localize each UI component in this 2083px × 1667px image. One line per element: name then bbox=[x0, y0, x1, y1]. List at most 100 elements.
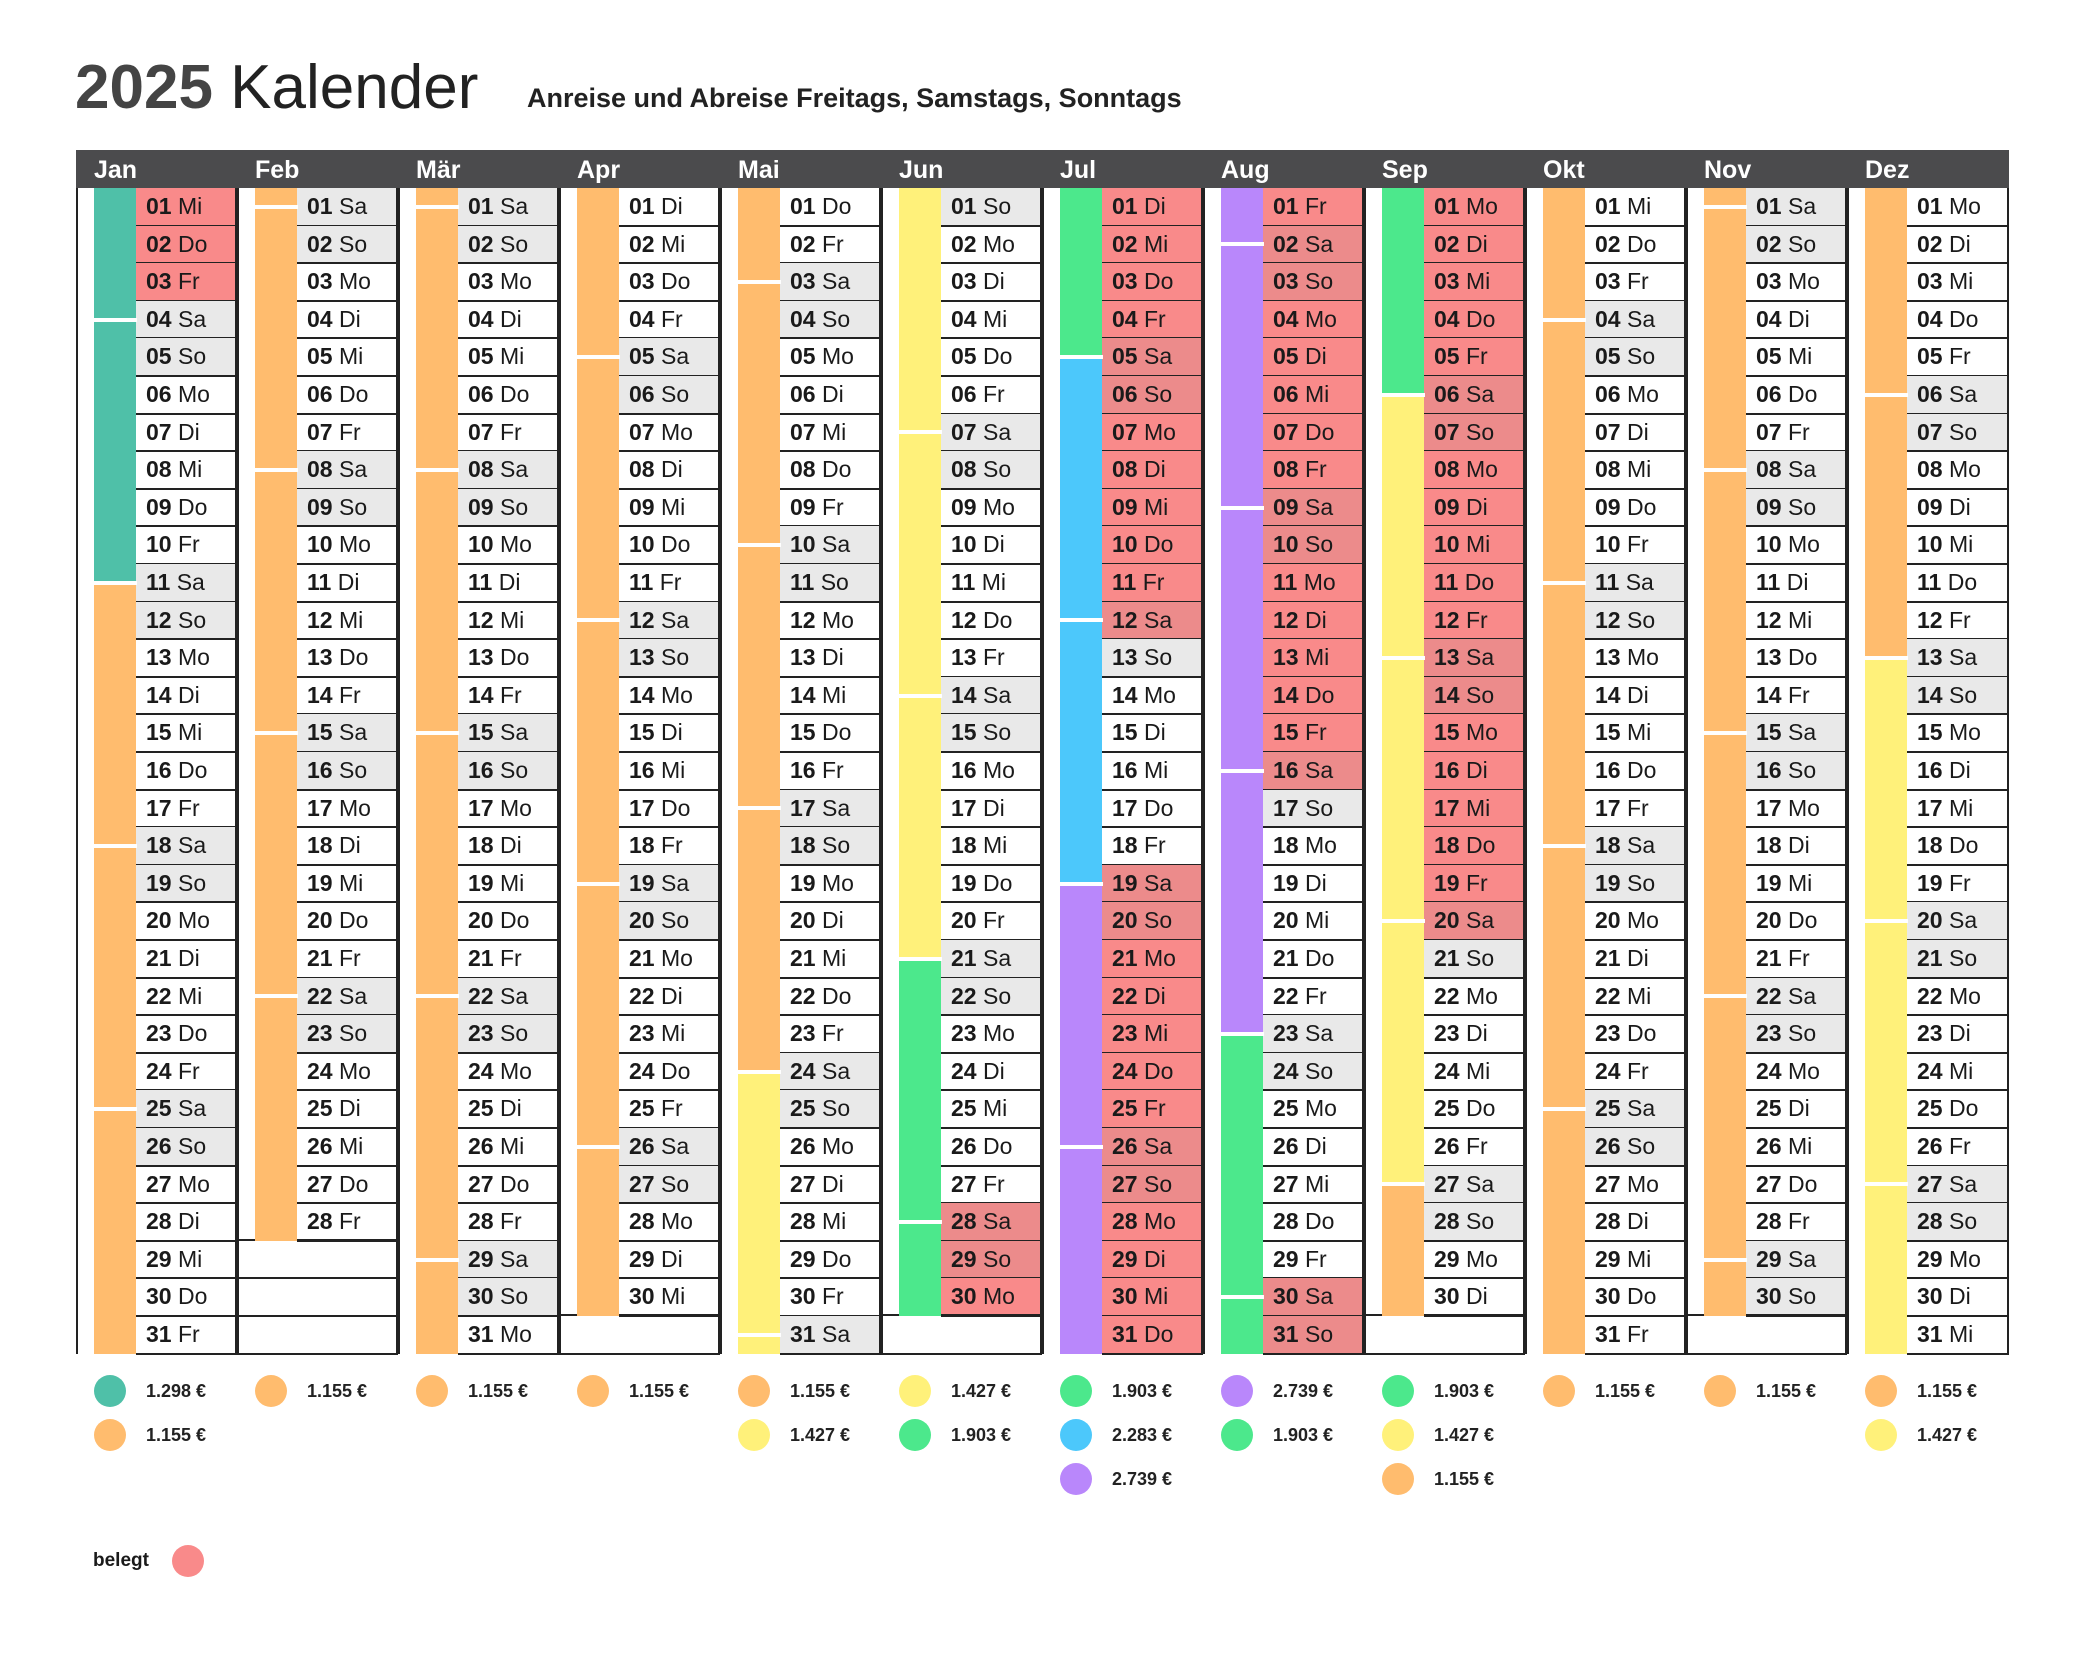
day-label[interactable]: 21 Fr bbox=[307, 940, 361, 977]
day-label[interactable]: 01 Fr bbox=[1273, 188, 1327, 225]
day-label[interactable]: 01 Mi bbox=[1595, 188, 1651, 225]
day-label[interactable]: 28 Do bbox=[1273, 1203, 1334, 1240]
day-label[interactable]: 09 Di bbox=[1917, 489, 1971, 526]
day-label[interactable]: 12 So bbox=[1595, 602, 1655, 639]
day-label[interactable]: 09 So bbox=[1756, 489, 1816, 526]
day-label[interactable]: 18 Fr bbox=[629, 827, 683, 864]
day-label[interactable]: 20 So bbox=[629, 902, 689, 939]
day-label[interactable]: 15 Mo bbox=[1917, 714, 1981, 751]
day-label[interactable]: 02 Fr bbox=[790, 226, 844, 263]
day-label[interactable]: 06 Do bbox=[1756, 376, 1817, 413]
day-label[interactable]: 22 Sa bbox=[468, 978, 528, 1015]
day-label[interactable]: 23 Fr bbox=[790, 1015, 844, 1052]
day-label[interactable]: 22 Di bbox=[629, 978, 683, 1015]
day-label[interactable]: 28 Di bbox=[146, 1203, 200, 1240]
day-label[interactable]: 25 So bbox=[790, 1090, 850, 1127]
day-label[interactable]: 05 Mi bbox=[1756, 338, 1812, 375]
day-label[interactable]: 05 Mi bbox=[307, 338, 363, 375]
day-label[interactable]: 01 Do bbox=[790, 188, 851, 225]
day-label[interactable]: 13 Fr bbox=[951, 639, 1005, 676]
day-label[interactable]: 07 Di bbox=[1595, 414, 1649, 451]
day-label[interactable]: 14 So bbox=[1434, 677, 1494, 714]
day-label[interactable]: 28 Mo bbox=[1112, 1203, 1176, 1240]
day-label[interactable]: 06 Do bbox=[307, 376, 368, 413]
day-label[interactable]: 02 So bbox=[468, 226, 528, 263]
day-label[interactable]: 19 Sa bbox=[1112, 865, 1172, 902]
day-label[interactable]: 17 Mo bbox=[307, 790, 371, 827]
day-label[interactable]: 24 Mo bbox=[468, 1053, 532, 1090]
day-label[interactable]: 12 Mo bbox=[790, 602, 854, 639]
day-label[interactable]: 11 Di bbox=[307, 564, 359, 601]
day-label[interactable]: 05 Fr bbox=[1434, 338, 1488, 375]
day-label[interactable]: 10 Mo bbox=[307, 526, 371, 563]
day-label[interactable]: 17 Mo bbox=[1756, 790, 1820, 827]
day-label[interactable]: 18 Mi bbox=[951, 827, 1007, 864]
day-label[interactable]: 22 Mo bbox=[1434, 978, 1498, 1015]
day-label[interactable]: 09 Mi bbox=[1112, 489, 1168, 526]
day-label[interactable]: 25 Fr bbox=[629, 1090, 683, 1127]
day-label[interactable]: 23 Mi bbox=[629, 1015, 685, 1052]
day-label[interactable]: 07 Sa bbox=[951, 414, 1011, 451]
day-label[interactable]: 11 Mo bbox=[1273, 564, 1336, 601]
day-label[interactable]: 04 So bbox=[790, 301, 850, 338]
day-label[interactable]: 07 Mo bbox=[629, 414, 693, 451]
day-label[interactable]: 09 So bbox=[468, 489, 528, 526]
day-label[interactable]: 30 Mi bbox=[1112, 1278, 1168, 1315]
day-label[interactable]: 06 Fr bbox=[951, 376, 1005, 413]
day-label[interactable]: 07 So bbox=[1434, 414, 1494, 451]
day-label[interactable]: 09 So bbox=[307, 489, 367, 526]
day-label[interactable]: 19 Fr bbox=[1434, 865, 1488, 902]
day-label[interactable]: 07 Fr bbox=[1756, 414, 1810, 451]
day-label[interactable]: 19 Sa bbox=[629, 865, 689, 902]
day-label[interactable]: 19 So bbox=[146, 865, 206, 902]
day-label[interactable]: 14 Fr bbox=[1756, 677, 1810, 714]
day-label[interactable]: 03 Do bbox=[629, 263, 690, 300]
day-label[interactable]: 12 Do bbox=[951, 602, 1012, 639]
day-label[interactable]: 18 Sa bbox=[146, 827, 206, 864]
day-label[interactable]: 30 Di bbox=[1434, 1278, 1488, 1315]
day-label[interactable]: 01 Mo bbox=[1434, 188, 1498, 225]
day-label[interactable]: 10 Do bbox=[1112, 526, 1173, 563]
day-label[interactable]: 21 So bbox=[1434, 940, 1494, 977]
day-label[interactable]: 17 Do bbox=[1112, 790, 1173, 827]
day-label[interactable]: 11 Do bbox=[1917, 564, 1977, 601]
day-label[interactable]: 15 Mi bbox=[146, 714, 202, 751]
day-label[interactable]: 23 So bbox=[307, 1015, 367, 1052]
day-label[interactable]: 11 Do bbox=[1434, 564, 1494, 601]
day-label[interactable]: 30 So bbox=[1756, 1278, 1816, 1315]
day-label[interactable]: 31 Do bbox=[1112, 1316, 1173, 1353]
day-label[interactable]: 19 Fr bbox=[1917, 865, 1971, 902]
day-label[interactable]: 03 So bbox=[1273, 263, 1333, 300]
day-label[interactable]: 27 Mo bbox=[1595, 1166, 1659, 1203]
day-label[interactable]: 03 Mo bbox=[1756, 263, 1820, 300]
day-label[interactable]: 07 Di bbox=[146, 414, 200, 451]
day-label[interactable]: 21 Di bbox=[146, 940, 200, 977]
day-label[interactable]: 29 Mo bbox=[1434, 1241, 1498, 1278]
day-label[interactable]: 06 Mo bbox=[1595, 376, 1659, 413]
day-label[interactable]: 10 Fr bbox=[146, 526, 200, 563]
day-label[interactable]: 16 Sa bbox=[1273, 752, 1333, 789]
day-label[interactable]: 01 Mi bbox=[146, 188, 202, 225]
day-label[interactable]: 27 So bbox=[629, 1166, 689, 1203]
day-label[interactable]: 11 Sa bbox=[1595, 564, 1654, 601]
day-label[interactable]: 21 Mi bbox=[790, 940, 846, 977]
day-label[interactable]: 03 Do bbox=[1112, 263, 1173, 300]
day-label[interactable]: 19 Mi bbox=[468, 865, 524, 902]
day-label[interactable]: 30 Mi bbox=[629, 1278, 685, 1315]
day-label[interactable]: 05 Fr bbox=[1917, 338, 1971, 375]
day-label[interactable]: 27 Di bbox=[790, 1166, 844, 1203]
day-label[interactable]: 17 Sa bbox=[790, 790, 850, 827]
day-label[interactable]: 18 Di bbox=[1756, 827, 1810, 864]
day-label[interactable]: 23 Mo bbox=[951, 1015, 1015, 1052]
day-label[interactable]: 10 Mo bbox=[1756, 526, 1820, 563]
day-label[interactable]: 18 Sa bbox=[1595, 827, 1655, 864]
day-label[interactable]: 15 Sa bbox=[307, 714, 367, 751]
day-label[interactable]: 29 Fr bbox=[1273, 1241, 1327, 1278]
day-label[interactable]: 02 Di bbox=[1434, 226, 1488, 263]
day-label[interactable]: 10 So bbox=[1273, 526, 1333, 563]
day-label[interactable]: 20 Sa bbox=[1434, 902, 1494, 939]
day-label[interactable]: 16 Mi bbox=[1112, 752, 1168, 789]
day-label[interactable]: 29 Sa bbox=[1756, 1241, 1816, 1278]
day-label[interactable]: 25 Fr bbox=[1112, 1090, 1166, 1127]
day-label[interactable]: 31 Sa bbox=[790, 1316, 850, 1353]
